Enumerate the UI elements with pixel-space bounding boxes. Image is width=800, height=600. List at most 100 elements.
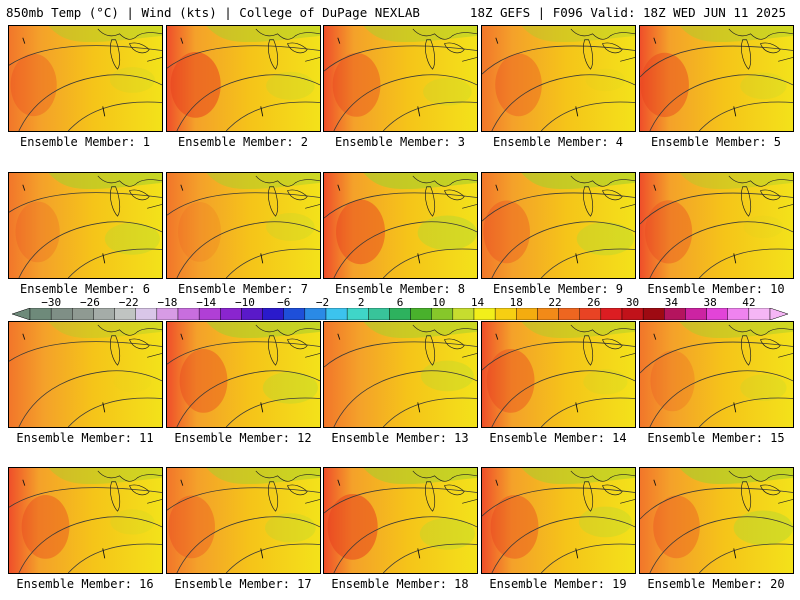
contour-line	[176, 221, 320, 278]
contour-line	[649, 74, 793, 131]
lake-erie-outline	[147, 499, 162, 504]
colorbar-cell	[389, 308, 411, 320]
contour-line	[176, 370, 320, 427]
colorbar-cell	[304, 308, 327, 320]
colorbar-tick-label: −10	[235, 296, 255, 309]
ensemble-member-panel	[639, 172, 794, 279]
cool-pocket	[262, 371, 318, 404]
colorbar-tick-label: −2	[315, 296, 330, 309]
colorbar-cell	[29, 308, 52, 320]
wind-barb	[733, 106, 737, 117]
lake-huron-outline	[601, 42, 623, 54]
lake-huron-outline	[443, 484, 465, 496]
contour-line	[482, 45, 635, 75]
temperature-shading	[167, 468, 320, 573]
colorbar-cell	[579, 308, 602, 320]
wind-barb	[733, 253, 737, 264]
cool-air-shading	[48, 26, 162, 43]
lake-huron-outline	[759, 484, 781, 496]
cool-air-shading	[48, 322, 162, 339]
lake-huron-outline	[128, 338, 150, 350]
wind-barb	[22, 479, 26, 486]
cool-air-shading	[206, 468, 320, 485]
ensemble-member-panel	[323, 321, 478, 428]
colorbar-cell	[50, 308, 73, 320]
colorbar-cell	[621, 308, 644, 320]
lake-michigan-outline	[741, 335, 752, 366]
contour-line	[640, 341, 793, 374]
warm-core	[10, 53, 57, 117]
lake-huron-outline	[128, 189, 150, 201]
colorbar-cell	[410, 308, 432, 320]
contour-line	[540, 248, 635, 278]
cool-air-shading	[206, 173, 320, 190]
temperature-colorbar	[12, 308, 788, 320]
ensemble-member-panel	[8, 172, 163, 279]
colorbar-cell	[346, 308, 369, 320]
colorbar-cell	[283, 308, 306, 320]
contour-line	[67, 397, 162, 427]
cool-pocket	[583, 369, 628, 395]
temperature-field-map	[640, 26, 793, 131]
lake-erie-outline	[147, 353, 162, 358]
contour-line	[225, 101, 320, 131]
temperature-shading	[324, 173, 477, 278]
lake-erie-outline	[462, 204, 477, 209]
wind-barb	[495, 37, 499, 44]
lake-huron-outline	[286, 189, 308, 201]
warm-core	[640, 52, 689, 118]
contour-line	[382, 248, 477, 278]
lake-michigan-outline	[741, 186, 752, 217]
wind-barb	[653, 37, 657, 44]
ensemble-member-label: Ensemble Member: 17	[174, 577, 312, 591]
wind-barb	[337, 37, 341, 44]
contour-line	[176, 74, 320, 131]
wind-barb	[260, 106, 264, 117]
contour-line	[382, 543, 477, 573]
ensemble-member-label: Ensemble Member: 18	[331, 577, 469, 591]
temperature-field-map	[9, 173, 162, 278]
colorbar-tick-label: 18	[509, 296, 523, 309]
contour-line	[333, 74, 477, 131]
great-lakes-outline	[412, 28, 477, 40]
warm-core	[650, 350, 695, 412]
wind-barb	[495, 479, 499, 486]
ensemble-member-label: Ensemble Member: 7	[177, 282, 309, 296]
wind-barb	[337, 479, 341, 486]
ensemble-member-panel	[166, 172, 321, 279]
cool-air-shading	[521, 468, 635, 485]
contour-line	[324, 45, 477, 72]
temperature-field-map	[482, 173, 635, 278]
great-lakes-outline	[255, 470, 320, 482]
contour-line	[167, 45, 320, 69]
colorbar-cell	[198, 308, 221, 320]
contour-line	[225, 397, 320, 427]
cool-air-shading	[679, 26, 793, 43]
colorbar-cell	[706, 308, 728, 320]
contour-line	[382, 397, 477, 427]
ensemble-member-panel	[323, 172, 478, 279]
wind-barb	[102, 253, 106, 264]
cool-pocket	[110, 509, 155, 535]
contour-line	[482, 341, 635, 371]
ensemble-member-label: Ensemble Member: 2	[177, 135, 309, 149]
lake-huron-outline	[443, 42, 465, 54]
cool-air-shading	[363, 26, 477, 43]
cool-pocket	[740, 374, 787, 401]
cool-air-shading	[363, 322, 477, 339]
wind-barb	[575, 548, 579, 559]
lake-huron-outline	[601, 189, 623, 201]
contour-line	[640, 45, 793, 78]
ensemble-member-label: Ensemble Member: 9	[492, 282, 624, 296]
temperature-field-map	[482, 468, 635, 573]
great-lakes-outline	[728, 324, 793, 336]
great-lakes-outline	[97, 470, 162, 482]
cool-pocket	[266, 71, 315, 100]
great-lakes-outline	[728, 175, 793, 187]
contour-line	[649, 370, 793, 427]
temperature-shading	[482, 173, 635, 278]
cool-air-shading	[521, 26, 635, 43]
ensemble-member-label: Ensemble Member: 1	[19, 135, 151, 149]
ensemble-member-label: Ensemble Member: 13	[331, 431, 469, 445]
ensemble-member-label: Ensemble Member: 19	[489, 577, 627, 591]
